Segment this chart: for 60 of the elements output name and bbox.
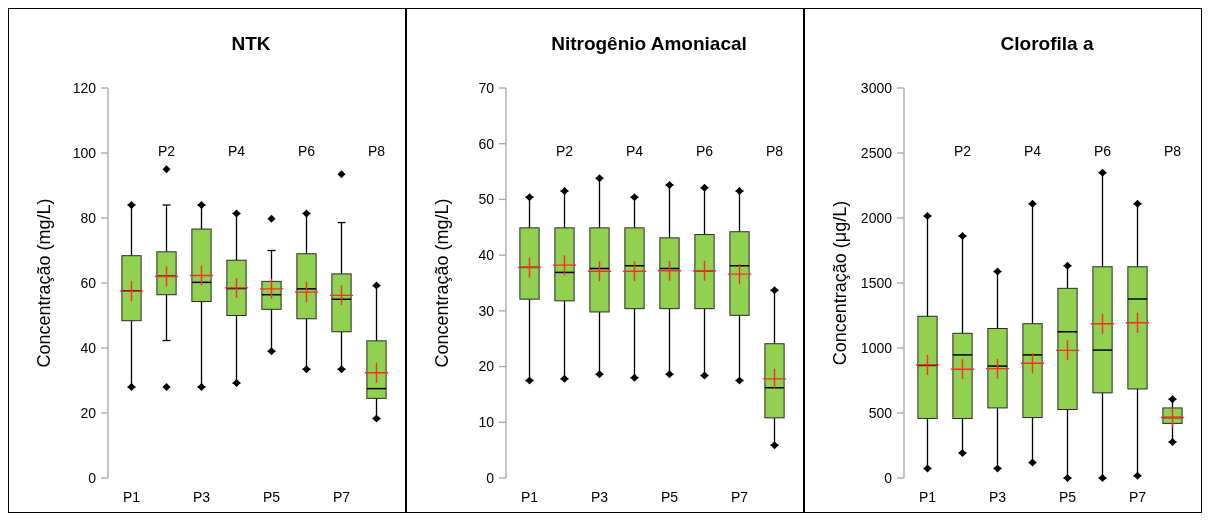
chart-title: Nitrogênio Amoniacal xyxy=(551,33,747,54)
y-tick-label: 1000 xyxy=(860,339,893,356)
point xyxy=(727,264,752,285)
y-tick-label: 20 xyxy=(478,358,495,375)
x-tick-label: P8 xyxy=(1163,143,1182,159)
x-tick-label: P4 xyxy=(227,143,246,159)
x-tick-label: P1 xyxy=(520,489,539,505)
x-tick-label: P5 xyxy=(262,489,281,505)
chart-title: NTK xyxy=(231,33,271,54)
point xyxy=(294,282,319,303)
x-tick-label: P7 xyxy=(730,489,749,505)
point xyxy=(915,354,940,375)
x-tick-label: P5 xyxy=(1058,489,1077,505)
x-tick-label: P3 xyxy=(988,489,1007,505)
y-axis-title: Concentração (mg/L) xyxy=(432,198,452,368)
point xyxy=(259,278,284,299)
y-tick-label: 60 xyxy=(80,274,97,291)
y-tick-label: 2500 xyxy=(860,144,893,161)
y-tick-label: 0 xyxy=(884,469,893,486)
y-tick-label: 0 xyxy=(88,469,97,486)
y-tick-label: 50 xyxy=(478,191,495,208)
y-tick-label: 70 xyxy=(478,79,495,96)
x-tick-label: P3 xyxy=(192,489,211,505)
point xyxy=(762,368,787,389)
y-tick-label: 10 xyxy=(478,414,495,431)
x-tick-label: P4 xyxy=(1023,143,1042,159)
x-tick-label: P1 xyxy=(918,489,937,505)
x-tick-label: P6 xyxy=(1093,143,1112,159)
x-tick-label: P3 xyxy=(590,489,609,505)
y-tick-label: 0 xyxy=(486,469,495,486)
x-tick-label: P2 xyxy=(157,143,176,159)
x-tick-label: P8 xyxy=(367,143,386,159)
point xyxy=(224,277,249,298)
y-axis-title: Concentração (μg/L) xyxy=(830,200,850,366)
y-tick-label: 20 xyxy=(80,404,97,421)
x-tick-label: P7 xyxy=(1128,489,1147,505)
x-tick-label: P8 xyxy=(765,143,784,159)
y-tick-label: 1500 xyxy=(860,274,893,291)
x-tick-label: P5 xyxy=(660,489,679,505)
x-tick-label: P6 xyxy=(297,143,316,159)
x-tick-label: P2 xyxy=(953,143,972,159)
y-tick-label: 40 xyxy=(80,339,97,356)
point xyxy=(119,281,144,302)
y-tick-label: 3000 xyxy=(860,79,893,96)
x-tick-label: P1 xyxy=(122,489,141,505)
point xyxy=(552,255,577,276)
y-tick-label: 80 xyxy=(80,209,97,226)
y-tick-label: 30 xyxy=(478,302,495,319)
y-tick-label: 60 xyxy=(478,135,495,152)
y-tick-label: 500 xyxy=(868,404,893,421)
y-tick-label: 2000 xyxy=(860,209,893,226)
x-tick-label: P2 xyxy=(555,143,574,159)
y-tick-label: 120 xyxy=(72,79,97,96)
y-tick-label: 100 xyxy=(72,144,97,161)
x-tick-label: P7 xyxy=(332,489,351,505)
chart-title: Clorofila a xyxy=(1000,33,1094,54)
x-tick-label: P6 xyxy=(695,143,714,159)
y-tick-label: 40 xyxy=(478,247,495,264)
y-axis-title: Concentração (mg/L) xyxy=(34,198,54,368)
x-tick-label: P4 xyxy=(625,143,644,159)
